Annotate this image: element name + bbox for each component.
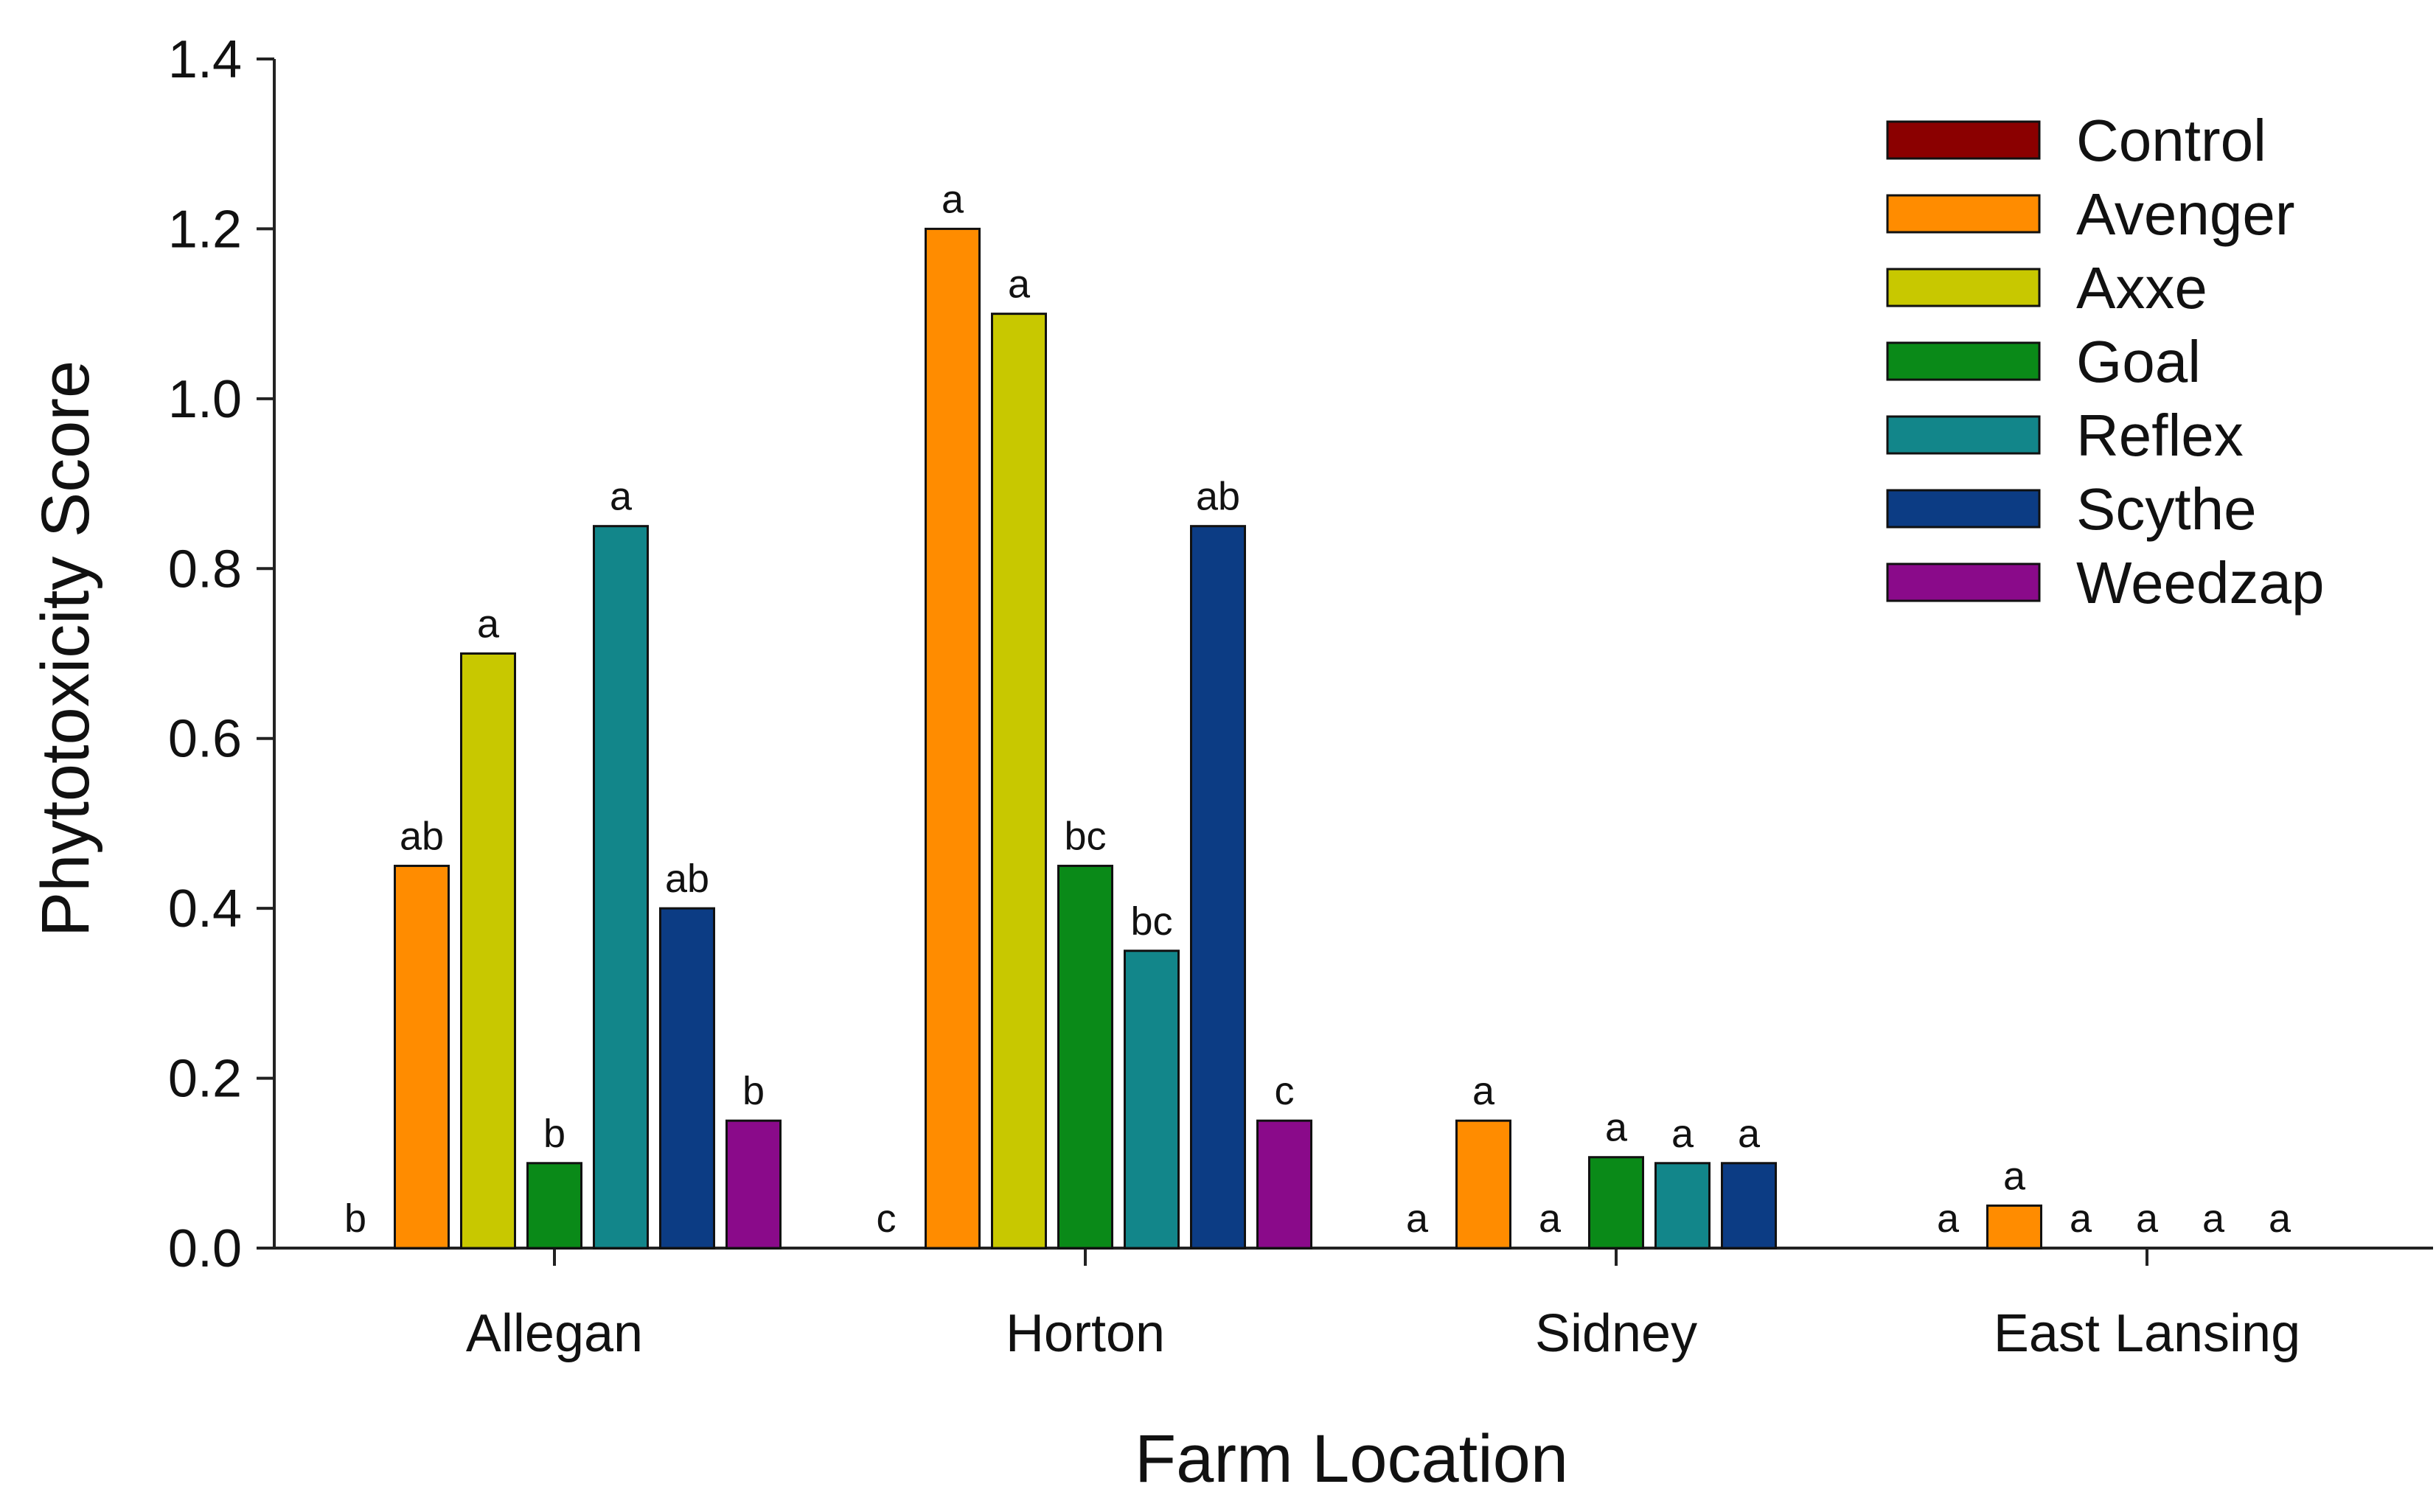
legend-swatch-goal (1886, 341, 2041, 381)
significance-label: ab (400, 815, 444, 859)
bar-scythe-horton (1190, 525, 1246, 1250)
legend-swatch-scythe (1886, 489, 2041, 529)
x-tick-label: East Lansing (1994, 1304, 2300, 1363)
significance-label: b (543, 1112, 566, 1156)
significance-label: c (877, 1196, 897, 1241)
y-tick-label: 1.2 (168, 200, 242, 259)
bar-weedzap-horton (1256, 1119, 1312, 1250)
legend-label-weedzap: Weedzap (2076, 550, 2325, 616)
bar-goal-horton (1057, 865, 1113, 1250)
significance-label: a (1937, 1196, 1960, 1241)
y-tick-label: 0.2 (168, 1050, 242, 1109)
significance-label: a (2003, 1154, 2026, 1198)
bar-goal-allegan (526, 1162, 582, 1250)
significance-label: ab (1196, 475, 1240, 519)
bars (394, 227, 2042, 1250)
significance-label: c (1275, 1069, 1295, 1113)
x-tick-label: Sidney (1535, 1304, 1697, 1363)
y-tick-label: 0.4 (168, 879, 242, 938)
y-tick-label: 1.0 (168, 370, 242, 429)
bar-axxe-horton (991, 313, 1047, 1250)
significance-label: a (942, 177, 964, 221)
bar-reflex-sidney (1654, 1162, 1711, 1250)
legend-label-control: Control (2076, 108, 2266, 173)
bar-scythe-allegan (659, 907, 715, 1250)
axes: 0.0 0.2 0.4 0.6 0.8 1.0 1.2 1.4 Allegan Horton Sid… (168, 30, 2433, 1363)
bar-avenger-horton (925, 227, 981, 1250)
x-axis-title: Farm Location (1135, 1421, 1568, 1497)
bar-axxe-allegan (460, 652, 516, 1250)
significance-label: a (1605, 1106, 1628, 1150)
legend-label-axxe: Axxe (2076, 255, 2207, 321)
significance-label: a (1671, 1112, 1694, 1156)
bar-reflex-allegan (593, 525, 649, 1250)
bar-weedzap-allegan (725, 1119, 782, 1250)
x-tick-label: Horton (1006, 1304, 1165, 1363)
significance-label: a (1406, 1196, 1429, 1241)
x-tick-label: Allegan (466, 1304, 643, 1363)
y-tick-label: 0.6 (168, 710, 242, 769)
significance-label: a (1738, 1112, 1761, 1156)
significance-label: b (742, 1069, 765, 1113)
legend-label-goal: Goal (2076, 329, 2201, 394)
significance-label: a (1472, 1069, 1495, 1113)
y-axis-title: Phytotoxicity Score (28, 360, 103, 937)
legend-label-avenger: Avenger (2076, 181, 2295, 247)
significance-label: a (1539, 1196, 1562, 1241)
significance-label: a (477, 602, 500, 647)
legend-swatch-reflex (1886, 415, 2041, 455)
legend: Control Avenger Axxe Goal Reflex Scythe Weedza… (1886, 108, 2325, 616)
significance-label: bc (1130, 899, 1172, 944)
significance-label: a (2202, 1196, 2225, 1241)
legend-label-scythe: Scythe (2076, 476, 2257, 542)
legend-swatch-avenger (1886, 194, 2041, 234)
bar-goal-sidney (1588, 1156, 1644, 1250)
bar-reflex-horton (1124, 950, 1180, 1250)
y-tick-label: 0.8 (168, 540, 242, 599)
significance-label: b (344, 1196, 366, 1241)
significance-label: a (2070, 1196, 2092, 1241)
bar-scythe-sidney (1721, 1162, 1777, 1250)
bar-avenger-east-lansing (1986, 1204, 2042, 1250)
bar-avenger-sidney (1455, 1119, 1511, 1250)
y-tick-label: 0.0 (168, 1219, 242, 1278)
significance-label: bc (1064, 815, 1106, 859)
significance-label: a (2136, 1196, 2159, 1241)
legend-swatch-axxe (1886, 268, 2041, 307)
significance-label: a (1008, 262, 1031, 307)
legend-label-reflex: Reflex (2076, 403, 2244, 468)
bar-avenger-allegan (394, 865, 450, 1250)
legend-swatch-control (1886, 120, 2041, 160)
significance-label: a (2269, 1196, 2291, 1241)
significance-label: ab (665, 857, 709, 901)
legend-swatch-weedzap (1886, 562, 2041, 602)
y-tick-label: 1.4 (168, 30, 242, 89)
significance-label: a (610, 475, 633, 519)
